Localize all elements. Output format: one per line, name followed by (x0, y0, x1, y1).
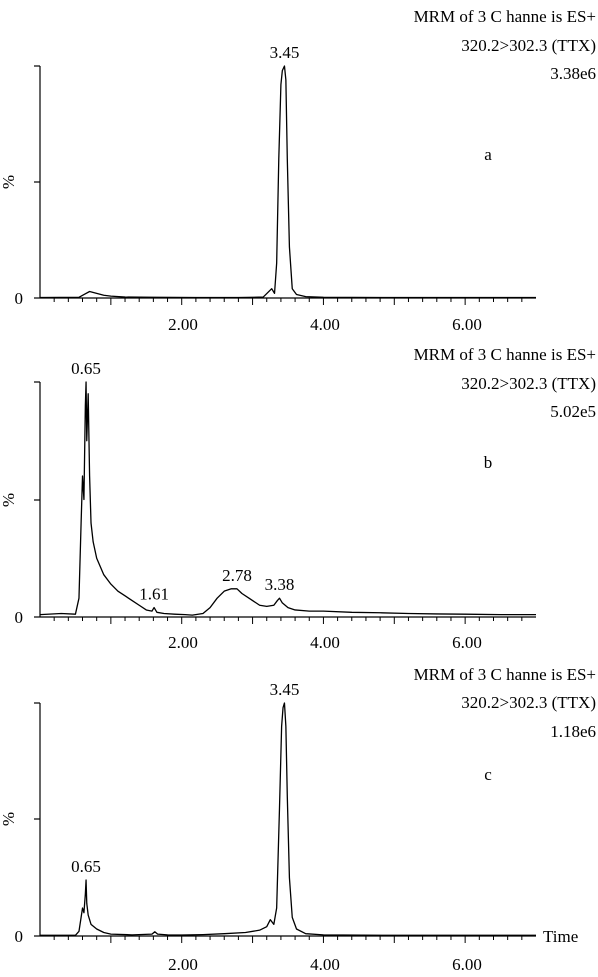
x-tick-label-4: 4.00 (310, 633, 340, 652)
header-line-2: 320.2>302.3 (TTX) (461, 693, 596, 712)
x-tick-label-2: 2.00 (168, 315, 198, 334)
header-line-3: 1.18e6 (550, 722, 596, 741)
peak-label: 3.45 (270, 680, 300, 699)
x-axis-label: Time (543, 927, 578, 946)
x-axis-minor-ticks (53, 617, 523, 624)
header-line-2: 320.2>302.3 (TTX) (461, 36, 596, 55)
peak-label: 1.61 (139, 585, 169, 604)
chromatogram-trace (39, 381, 536, 616)
x-tick-label-6: 6.00 (452, 633, 482, 652)
x-axis-minor-ticks (53, 936, 523, 943)
header-line-3: 5.02e5 (550, 402, 596, 421)
panel-letter: c (484, 765, 492, 784)
y-axis-label: % (0, 493, 18, 507)
chromatogram-panel-b: MRM of 3 C hanne is ES+ 320.2>302.3 (TTX… (0, 345, 596, 652)
header-line-1: MRM of 3 C hanne is ES+ (414, 7, 596, 26)
panel-letter: a (484, 145, 492, 164)
y-axis-label: % (0, 175, 18, 189)
peak-labels: 0.65 3.45 (71, 680, 299, 876)
chromatogram-trace (39, 65, 536, 299)
panel-letter: b (484, 453, 493, 472)
chromatogram-panel-c: MRM of 3 C hanne is ES+ 320.2>302.3 (TTX… (0, 665, 596, 974)
x-tick-label-6: 6.00 (452, 955, 482, 974)
peak-label: 3.38 (265, 575, 295, 594)
header-line-2: 320.2>302.3 (TTX) (461, 374, 596, 393)
x-tick-label-4: 4.00 (310, 315, 340, 334)
chromatogram-trace (40, 702, 536, 936)
peak-label: 0.65 (71, 857, 101, 876)
peak-label: 0.65 (71, 359, 101, 378)
x-axis-minor-ticks (53, 298, 523, 305)
header-line-1: MRM of 3 C hanne is ES+ (414, 665, 596, 684)
chromatogram-trace-line (39, 381, 536, 616)
peak-label: 3.45 (270, 43, 300, 62)
peak-labels: 3.45 (270, 43, 300, 62)
peak-labels: 0.65 1.61 2.78 3.38 (71, 359, 294, 604)
chromatogram-panel-a: MRM of 3 C hanne is ES+ 320.2>302.3 (TTX… (0, 7, 596, 334)
peak-label: 2.78 (222, 566, 252, 585)
x-tick-label-2: 2.00 (168, 955, 198, 974)
y-zero-label: 0 (15, 927, 24, 946)
chromatogram-trace-line (40, 702, 536, 936)
header-line-1: MRM of 3 C hanne is ES+ (414, 345, 596, 364)
x-tick-label-6: 6.00 (452, 315, 482, 334)
x-tick-label-4: 4.00 (310, 955, 340, 974)
x-tick-label-2: 2.00 (168, 633, 198, 652)
chromatogram-trace-line (39, 65, 536, 299)
header-line-3: 3.38e6 (550, 64, 596, 83)
y-axis-label: % (0, 812, 18, 826)
y-zero-label: 0 (15, 608, 24, 627)
y-zero-label: 0 (15, 289, 24, 308)
